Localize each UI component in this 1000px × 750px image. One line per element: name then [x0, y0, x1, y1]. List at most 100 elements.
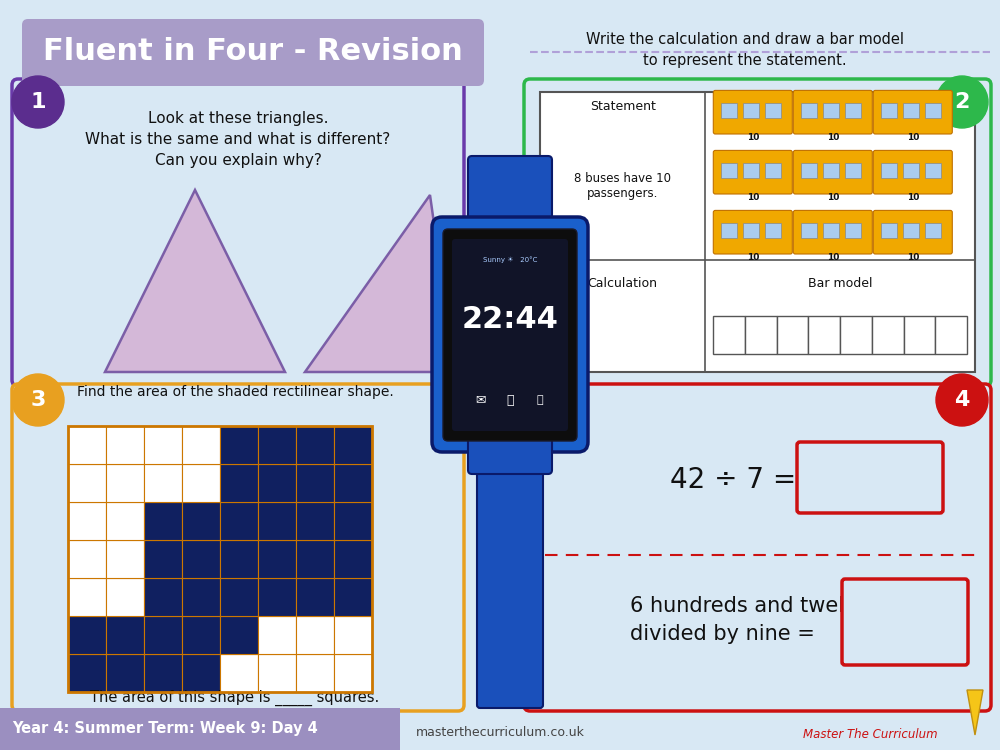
Bar: [823, 223, 839, 238]
FancyBboxPatch shape: [713, 211, 792, 254]
Bar: [258, 540, 296, 578]
Bar: [903, 103, 919, 118]
Text: 10: 10: [907, 194, 919, 202]
Polygon shape: [305, 195, 455, 372]
Text: 4: 4: [954, 390, 970, 410]
FancyBboxPatch shape: [873, 91, 952, 134]
Bar: [144, 616, 182, 654]
Text: 10: 10: [827, 194, 839, 202]
Bar: [258, 578, 296, 616]
Bar: [765, 163, 781, 178]
FancyBboxPatch shape: [443, 229, 577, 441]
Bar: [801, 103, 817, 118]
Text: ✉: ✉: [475, 394, 485, 406]
FancyBboxPatch shape: [873, 151, 952, 194]
Bar: [296, 464, 334, 502]
FancyBboxPatch shape: [797, 442, 943, 513]
Text: Bar model: Bar model: [808, 278, 872, 290]
Bar: [220, 464, 258, 502]
Bar: [68, 616, 106, 654]
Bar: [845, 223, 861, 238]
Text: Master The Curriculum: Master The Curriculum: [803, 728, 937, 740]
Bar: [743, 103, 759, 118]
Bar: [721, 223, 737, 238]
Bar: [765, 223, 781, 238]
Text: ⌕: ⌕: [506, 394, 514, 406]
Text: 8 buses have 10
passengers.: 8 buses have 10 passengers.: [574, 172, 671, 200]
Bar: [713, 316, 745, 354]
Text: Year 4: Summer Term: Week 9: Day 4: Year 4: Summer Term: Week 9: Day 4: [12, 722, 318, 736]
Bar: [182, 464, 220, 502]
Bar: [144, 464, 182, 502]
Text: 👤: 👤: [537, 395, 543, 405]
Bar: [220, 426, 258, 464]
Text: Write the calculation and draw a bar model
to represent the statement.: Write the calculation and draw a bar mod…: [586, 32, 904, 68]
Bar: [220, 540, 258, 578]
Text: 3: 3: [30, 390, 46, 410]
Bar: [334, 464, 372, 502]
Bar: [68, 464, 106, 502]
Bar: [334, 578, 372, 616]
Bar: [296, 578, 334, 616]
Bar: [258, 654, 296, 692]
Bar: [296, 426, 334, 464]
FancyBboxPatch shape: [432, 217, 588, 452]
Bar: [296, 616, 334, 654]
Bar: [296, 654, 334, 692]
Bar: [845, 163, 861, 178]
Text: Fluent in Four - Revision: Fluent in Four - Revision: [43, 38, 463, 67]
FancyBboxPatch shape: [793, 91, 872, 134]
FancyBboxPatch shape: [22, 19, 484, 86]
Bar: [106, 464, 144, 502]
Bar: [881, 103, 897, 118]
Text: Statement: Statement: [590, 100, 656, 113]
Bar: [182, 578, 220, 616]
Bar: [296, 540, 334, 578]
Circle shape: [936, 76, 988, 128]
Bar: [182, 616, 220, 654]
Bar: [334, 616, 372, 654]
Bar: [182, 426, 220, 464]
Bar: [182, 540, 220, 578]
Bar: [144, 578, 182, 616]
Text: 10: 10: [827, 254, 839, 262]
Bar: [765, 103, 781, 118]
Circle shape: [12, 374, 64, 426]
Text: Calculation: Calculation: [588, 278, 658, 290]
Text: 1: 1: [30, 92, 46, 112]
Bar: [258, 426, 296, 464]
Bar: [881, 223, 897, 238]
Bar: [144, 540, 182, 578]
Text: Find the area of the shaded rectilinear shape.: Find the area of the shaded rectilinear …: [77, 385, 393, 399]
Bar: [106, 540, 144, 578]
Bar: [904, 316, 935, 354]
Text: 2: 2: [954, 92, 970, 112]
FancyBboxPatch shape: [477, 462, 543, 708]
FancyBboxPatch shape: [793, 151, 872, 194]
Text: 10: 10: [747, 194, 759, 202]
Bar: [68, 426, 106, 464]
Circle shape: [12, 76, 64, 128]
Bar: [540, 92, 975, 372]
Bar: [220, 616, 258, 654]
Bar: [743, 163, 759, 178]
Bar: [68, 426, 372, 692]
Bar: [220, 654, 258, 692]
Bar: [296, 502, 334, 540]
Bar: [106, 654, 144, 692]
Bar: [840, 316, 872, 354]
Bar: [68, 654, 106, 692]
Text: 22:44: 22:44: [462, 305, 558, 334]
Bar: [881, 163, 897, 178]
Polygon shape: [105, 190, 285, 372]
Bar: [334, 502, 372, 540]
FancyBboxPatch shape: [713, 151, 792, 194]
Bar: [777, 316, 808, 354]
Bar: [925, 103, 941, 118]
Bar: [903, 163, 919, 178]
Bar: [68, 578, 106, 616]
Text: 6 hundreds and twelve
divided by nine =: 6 hundreds and twelve divided by nine =: [630, 596, 869, 644]
Bar: [872, 316, 904, 354]
FancyBboxPatch shape: [713, 91, 792, 134]
Text: 10: 10: [747, 134, 759, 142]
